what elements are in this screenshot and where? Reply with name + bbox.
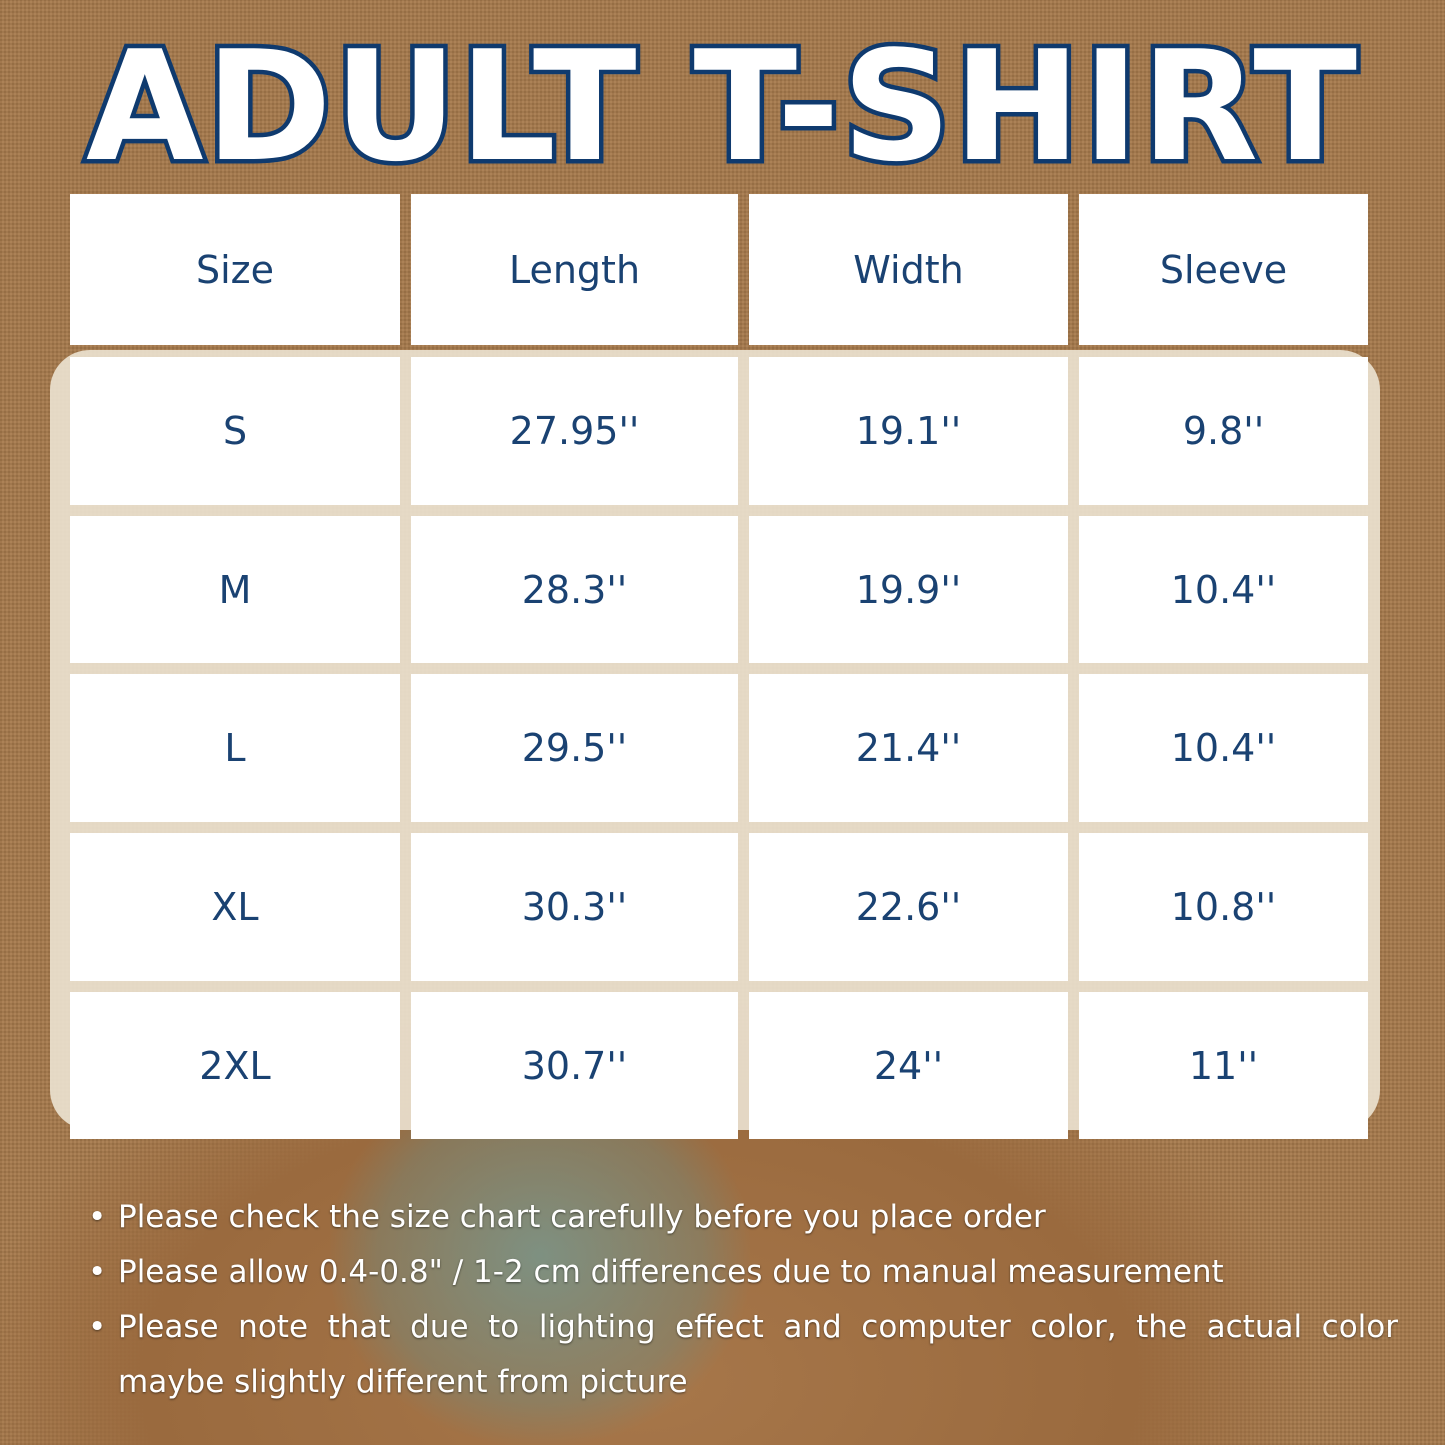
table-cell: 28.3'': [411, 516, 738, 663]
table-cell: 9.8'': [1079, 357, 1368, 505]
note-item: Please note that due to lighting effect …: [88, 1300, 1398, 1355]
table-cell: 11'': [1079, 992, 1368, 1139]
table-cell: M: [70, 516, 400, 663]
table-cell: 24'': [749, 992, 1068, 1139]
table-cell: 21.4'': [749, 674, 1068, 822]
header-cell: Length: [411, 194, 738, 345]
note-item: Please check the size chart carefully be…: [88, 1190, 1398, 1245]
table-cell: 27.95'': [411, 357, 738, 505]
table-cell: 29.5'': [411, 674, 738, 822]
table-cell: 10.8'': [1079, 833, 1368, 981]
table-cell: 30.3'': [411, 833, 738, 981]
table-cell: 30.7'': [411, 992, 738, 1139]
note-item: Please allow 0.4-0.8" / 1-2 cm differenc…: [88, 1245, 1398, 1300]
header-cell: Sleeve: [1079, 194, 1368, 345]
table-cell: S: [70, 357, 400, 505]
table-cell: 22.6'': [749, 833, 1068, 981]
notes-list: Please check the size chart carefully be…: [88, 1190, 1398, 1410]
header-cell: Width: [749, 194, 1068, 345]
table-cell: L: [70, 674, 400, 822]
table-cell: 2XL: [70, 992, 400, 1139]
table-cell: XL: [70, 833, 400, 981]
header-cell: Size: [70, 194, 400, 345]
table-cell: 19.9'': [749, 516, 1068, 663]
note-item-continued: maybe slightly different from picture: [118, 1364, 688, 1400]
table-cell: 10.4'': [1079, 516, 1368, 663]
table-cell: 19.1'': [749, 357, 1068, 505]
table-cell: 10.4'': [1079, 674, 1368, 822]
page-title: ADULT T-SHIRT: [81, 17, 1361, 196]
